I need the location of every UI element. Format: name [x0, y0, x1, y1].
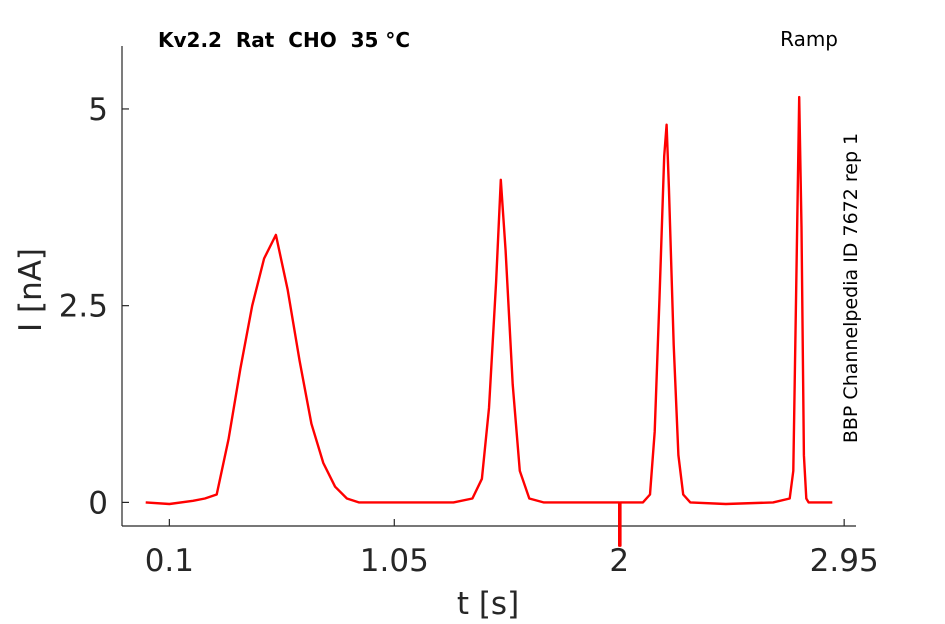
y-axis-label: I [nA]: [13, 248, 49, 332]
y-tick-label: 2.5: [59, 289, 108, 325]
x-tick-label: 2: [609, 543, 629, 579]
series-line-0: [145, 95, 833, 547]
x-ticks: 0.1 1.05 2 2.95: [145, 519, 879, 579]
x-tick-label: 1.05: [360, 543, 429, 579]
side-label: BBP Channelpedia ID 7672 rep 1: [840, 133, 862, 443]
y-tick-label: 0: [88, 485, 108, 521]
protocol-label: Ramp: [780, 27, 838, 51]
y-tick-label: 5: [88, 92, 108, 128]
x-tick-label: 0.1: [145, 543, 194, 579]
chart-title: Kv2.2 Rat CHO 35 °C: [158, 28, 410, 52]
x-tick-label: 2.95: [810, 543, 879, 579]
axes: [121, 46, 856, 527]
y-ticks: 02.55: [59, 92, 129, 521]
series-group: [145, 95, 833, 547]
x-axis-label: t [s]: [457, 586, 519, 622]
